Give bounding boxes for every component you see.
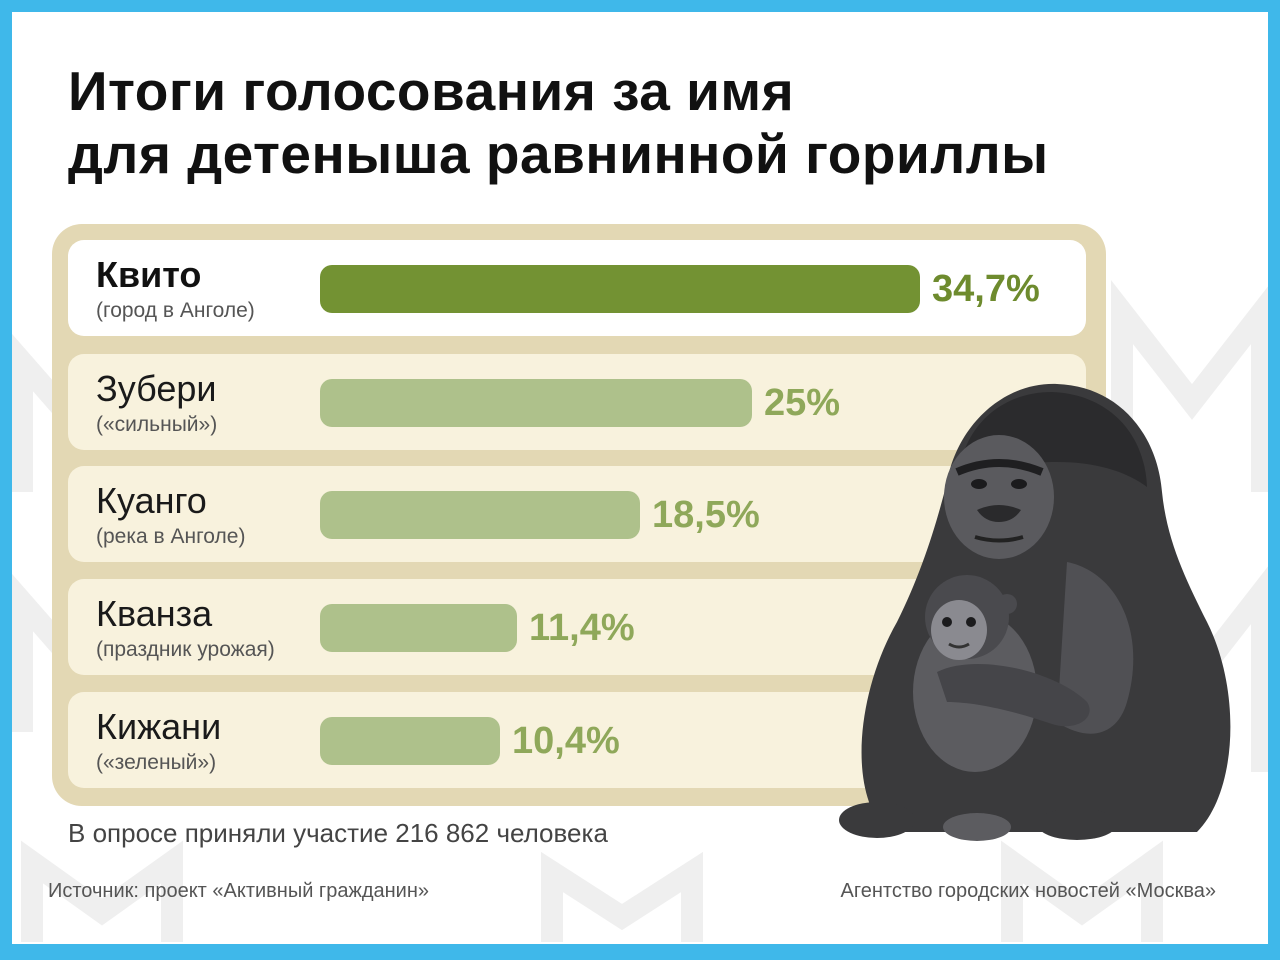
result-row: Зубери («сильный») 25% (68, 354, 1086, 450)
candidate-meaning: («зеленый») (96, 751, 217, 774)
result-row: Квито (город в Анголе) 34,7% (68, 240, 1086, 336)
candidate-name: Кванза (96, 593, 213, 634)
gorilla-mother-and-baby-icon (839, 383, 1231, 841)
title-line-1: Итоги голосования за имя (68, 60, 795, 122)
vote-percentage-label: 25% (764, 382, 841, 424)
candidate-meaning: («сильный») (96, 413, 218, 436)
result-row: Куанго (река в Анголе) 18,5% (68, 466, 1086, 562)
vote-bar (320, 379, 752, 427)
title-line-2: для детеныша равнинной гориллы (68, 123, 1049, 185)
source-note: Источник: проект «Активный гражданин» (48, 880, 430, 902)
candidate-meaning: (город в Анголе) (96, 299, 255, 322)
chart-title: Итоги голосования за имя для детеныша ра… (68, 60, 1049, 186)
vote-percentage-label: 34,7% (932, 268, 1040, 310)
candidate-name: Куанго (96, 480, 207, 521)
candidate-meaning: (праздник урожая) (96, 638, 275, 661)
vote-bar (320, 265, 920, 313)
candidate-name: Зубери (96, 368, 217, 409)
candidate-name: Квито (96, 254, 202, 295)
vote-bar (320, 717, 500, 765)
vote-percentage-label: 10,4% (512, 720, 620, 762)
agency-credit: Агентство городских новостей «Москва» (840, 880, 1216, 902)
candidate-meaning: (река в Анголе) (96, 525, 246, 548)
infographic-card: Итоги голосования за имя для детеныша ра… (12, 12, 1268, 944)
vote-percentage-label: 11,4% (529, 607, 635, 649)
vote-percentage-label: 18,5% (652, 494, 760, 536)
participants-count: В опросе приняли участие 216 862 человек… (68, 818, 608, 848)
vote-bar (320, 604, 517, 652)
vote-bar (320, 491, 640, 539)
candidate-name: Кижани (96, 706, 222, 747)
